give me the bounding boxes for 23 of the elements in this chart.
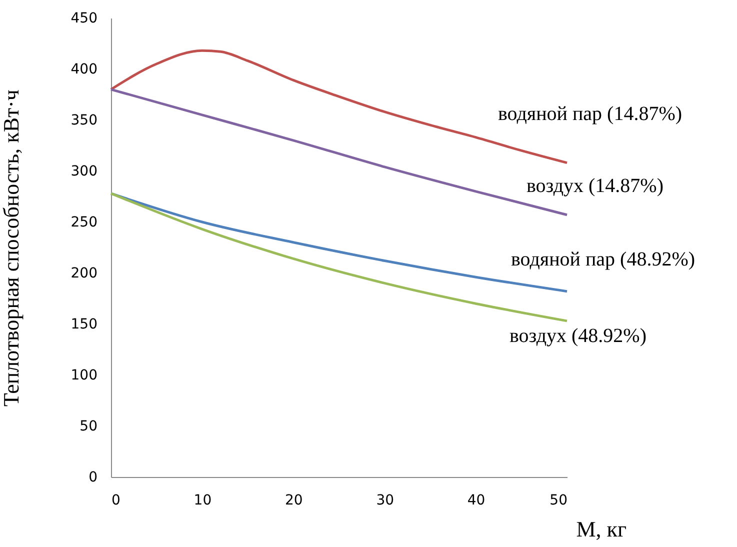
x-tick-label: 40 xyxy=(467,492,486,508)
y-tick-label: 100 xyxy=(70,368,98,384)
y-tick-label: 250 xyxy=(70,214,98,230)
y-tick-label: 450 xyxy=(70,10,98,26)
line-series xyxy=(110,49,568,164)
y-tick-label: 350 xyxy=(70,112,98,128)
x-axis-title: М, кг xyxy=(576,516,626,542)
x-tick-label: 10 xyxy=(194,492,212,508)
y-tick-label: 300 xyxy=(70,164,98,180)
series-label: воздух (48.92%) xyxy=(509,324,647,347)
x-tick-label: 0 xyxy=(112,492,120,508)
y-tick-label: 0 xyxy=(88,470,98,486)
x-tick-label: 30 xyxy=(376,492,394,508)
y-tick-label: 50 xyxy=(80,418,98,434)
y-tick-label: 200 xyxy=(70,266,98,282)
y-tick-label: 150 xyxy=(70,316,98,332)
series-label: воздух (14.87%) xyxy=(526,174,664,197)
series-label: водяной пар (48.92%) xyxy=(510,248,696,270)
x-tick-label: 50 xyxy=(550,492,568,508)
series-label: водяной пар (14.87%) xyxy=(498,102,682,125)
x-tick-label: 20 xyxy=(284,492,303,508)
y-axis-title: Теплотворная способность, кВт·ч xyxy=(0,90,24,406)
y-tick-label: 400 xyxy=(70,62,98,78)
